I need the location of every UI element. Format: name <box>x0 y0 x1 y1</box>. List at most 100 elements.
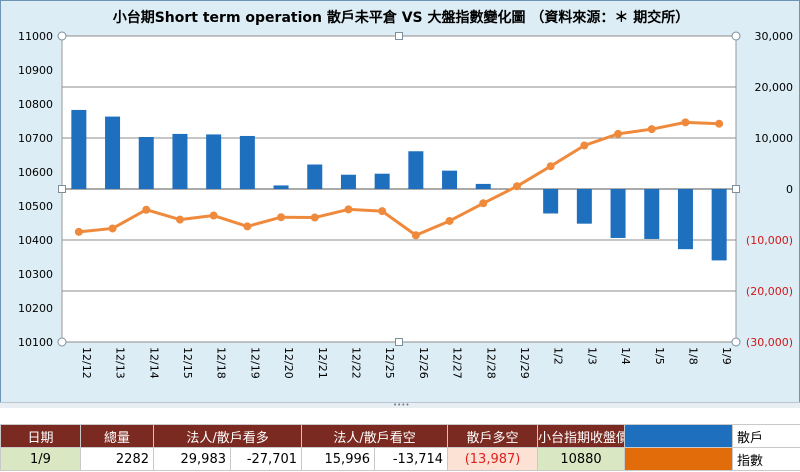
cell-close[interactable]: 10880 <box>537 447 626 471</box>
x-axis-tick-label: 12/13 <box>114 347 127 379</box>
line-point-index <box>243 222 252 231</box>
resize-handle[interactable] <box>395 338 403 346</box>
line-point-index <box>378 207 387 216</box>
x-axis-tick-label: 12/19 <box>248 347 261 379</box>
x-axis-tick-label: 12/22 <box>349 347 362 379</box>
x-axis-tick-label: 12/20 <box>282 347 295 379</box>
line-index <box>78 120 720 237</box>
line-point-index <box>175 215 184 224</box>
bar-retail <box>138 136 154 189</box>
line-point-index <box>277 213 286 222</box>
header-retail-net: 散戶多空 <box>447 424 539 448</box>
resize-handle[interactable] <box>731 337 741 347</box>
legend-label-index: 指數 <box>732 447 800 471</box>
x-axis-tick-label: 1/4 <box>619 347 632 365</box>
left-axis-tick-label: 10900 <box>18 64 53 77</box>
left-axis-tick-label: 11000 <box>18 30 53 43</box>
bar-retail <box>610 189 626 238</box>
cell-short-retail[interactable]: -13,714 <box>374 447 449 471</box>
x-axis-tick-label: 1/9 <box>720 347 733 365</box>
bar-retail <box>172 133 188 189</box>
line-point-index <box>647 125 656 134</box>
line-point-index <box>546 162 555 171</box>
legend-swatch-index <box>624 447 734 471</box>
right-axis-tick-label: 10,000 <box>755 132 794 145</box>
splitter-grip-icon[interactable]: •••• <box>393 401 410 409</box>
x-axis-tick-label: 12/29 <box>518 347 531 379</box>
chart-title: 小台期Short term operation 散戶未平倉 VS 大盤指數變化圖… <box>113 9 690 26</box>
line-point-index <box>614 129 623 138</box>
bar-retail <box>711 189 727 261</box>
x-axis-tick-label: 12/14 <box>147 347 160 379</box>
cell-date[interactable]: 1/9 <box>0 447 81 471</box>
header-short: 法人/散戶看空 <box>301 424 449 448</box>
line-point-index <box>74 227 83 236</box>
x-axis-tick-label: 1/3 <box>585 347 598 365</box>
line-point-index <box>512 182 521 191</box>
x-axis-tick-label: 1/2 <box>552 347 565 365</box>
line-point-index <box>445 216 454 225</box>
bar-retail <box>576 189 592 224</box>
line-point-index <box>479 199 488 208</box>
resize-handle[interactable] <box>731 31 741 41</box>
line-point-index <box>411 231 420 240</box>
line-point-index <box>108 224 117 233</box>
left-axis-tick-label: 10700 <box>18 132 53 145</box>
left-axis-tick-label: 10500 <box>18 200 53 213</box>
header-volume: 總量 <box>80 424 154 448</box>
bar-retail <box>543 189 559 214</box>
line-point-index <box>681 118 690 127</box>
line-point-index <box>715 119 724 128</box>
left-axis-tick-label: 10200 <box>18 302 53 315</box>
header-long: 法人/散戶看多 <box>152 424 303 448</box>
resize-handle[interactable] <box>57 31 67 41</box>
right-axis-tick-label: (30,000) <box>746 336 793 349</box>
left-axis-tick-label: 10300 <box>18 268 53 281</box>
bar-retail <box>239 135 255 189</box>
bar-retail <box>677 189 693 250</box>
bar-retail <box>105 116 121 189</box>
x-axis-tick-label: 1/8 <box>686 347 699 365</box>
x-axis-tick-label: 12/12 <box>80 347 93 379</box>
header-date: 日期 <box>0 424 81 448</box>
bar-retail <box>442 170 458 189</box>
left-axis-tick-label: 10800 <box>18 98 53 111</box>
left-axis-tick-label: 10600 <box>18 166 53 179</box>
line-point-index <box>142 205 151 214</box>
line-point-index <box>344 205 353 214</box>
line-point-index <box>209 211 218 220</box>
line-point-index <box>580 141 589 150</box>
left-axis-tick-label: 10100 <box>18 336 53 349</box>
x-axis-tick-label: 12/27 <box>451 347 464 379</box>
resize-handle[interactable] <box>57 337 67 347</box>
x-axis-tick-label: 12/15 <box>181 347 194 379</box>
sheet-empty-row <box>0 408 800 424</box>
resize-handle[interactable] <box>395 32 403 40</box>
chart[interactable]: 小台期Short term operation 散戶未平倉 VS 大盤指數變化圖… <box>1 1 800 403</box>
resize-handle[interactable] <box>732 185 740 193</box>
legend-swatch-retail <box>624 424 734 448</box>
cell-retail-net[interactable]: (13,987) <box>447 447 539 471</box>
bar-retail <box>408 151 424 189</box>
x-axis-tick-label: 1/5 <box>653 347 666 365</box>
bar-retail <box>273 185 289 189</box>
bar-retail <box>644 189 660 239</box>
cell-long-retail[interactable]: -27,701 <box>229 447 303 471</box>
right-axis-tick-label: (10,000) <box>746 234 793 247</box>
left-axis-tick-label: 10400 <box>18 234 53 247</box>
right-axis-tick-label: 20,000 <box>755 81 794 94</box>
table-header-row: 日期 總量 法人/散戶看多 法人/散戶看空 散戶多空 小台指期收盤價 散戶 <box>0 424 800 448</box>
bar-retail <box>307 164 323 189</box>
resize-handle[interactable] <box>58 185 66 193</box>
bar-retail <box>374 173 390 189</box>
cell-volume[interactable]: 2282 <box>80 447 154 471</box>
bar-retail <box>340 174 356 189</box>
cell-long-inst[interactable]: 29,983 <box>153 447 231 471</box>
bar-retail <box>475 183 491 189</box>
right-axis-tick-label: (20,000) <box>746 285 793 298</box>
cell-short-inst[interactable]: 15,996 <box>301 447 376 471</box>
x-axis-tick-label: 12/18 <box>215 347 228 379</box>
x-axis-tick-label: 12/28 <box>484 347 497 379</box>
x-axis-tick-label: 12/26 <box>417 347 430 379</box>
summary-table: 日期 總量 法人/散戶看多 法人/散戶看空 散戶多空 小台指期收盤價 散戶 1/… <box>0 424 800 471</box>
